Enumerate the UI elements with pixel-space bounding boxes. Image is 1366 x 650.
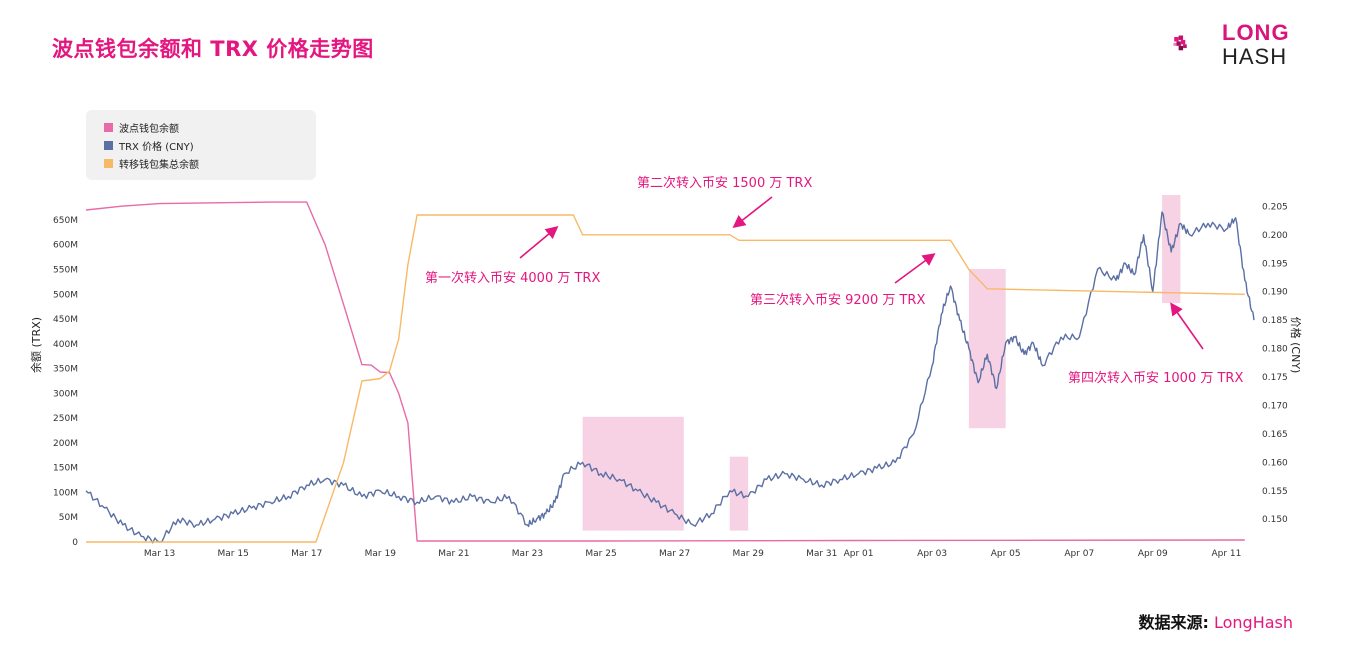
- y-right-tick-label: 0.155: [1262, 487, 1288, 497]
- x-tick-label: Mar 13: [144, 549, 175, 559]
- y-axis-right-label: 价格 (CNY): [1289, 316, 1302, 374]
- y-left-tick-label: 50M: [59, 513, 78, 523]
- series-line-price: [85, 211, 1255, 544]
- y-right-tick-label: 0.175: [1262, 373, 1288, 383]
- x-tick-label: Apr 09: [1138, 549, 1168, 559]
- longhash-cube-icon: [1173, 35, 1187, 51]
- annotation-label-4: 第四次转入币安 1000 万 TRX: [1068, 370, 1243, 386]
- logo-text-hash: HASH: [1222, 44, 1288, 69]
- legend-swatch-wallet: [104, 123, 113, 132]
- x-tick-label: Mar 17: [291, 549, 322, 559]
- highlight-box-3: [1162, 195, 1181, 304]
- x-tick-label: Mar 15: [218, 549, 249, 559]
- annotation-arrow-1: [519, 225, 559, 259]
- y-right-tick-label: 0.205: [1262, 202, 1288, 212]
- chart-title: 波点钱包余额和 TRX 价格走势图: [52, 37, 374, 61]
- y-right-tick-label: 0.200: [1262, 231, 1288, 241]
- x-tick-label: Mar 27: [659, 549, 690, 559]
- x-tick-label: Apr 07: [1064, 549, 1094, 559]
- y-left-tick-label: 550M: [53, 266, 78, 276]
- chart-legend: 波点钱包余额 TRX 价格 (CNY) 转移钱包集总余额: [86, 110, 316, 180]
- legend-item-price: TRX 价格 (CNY): [104, 138, 194, 153]
- x-tick-label: Mar 31: [806, 549, 837, 559]
- legend-label-wallet: 波点钱包余额: [119, 124, 179, 135]
- data-source: 数据来源: LongHash: [1138, 609, 1293, 633]
- legend-item-transfer: 转移钱包集总余额: [104, 156, 199, 171]
- y-left-tick-label: 500M: [53, 290, 78, 300]
- legend-swatch-price: [104, 141, 113, 150]
- y-left-tick-label: 600M: [53, 241, 78, 251]
- y-right-tick-label: 0.165: [1262, 430, 1288, 440]
- y-axis-left-label: 余额 (TRX): [30, 317, 43, 373]
- y-left-tick-label: 350M: [53, 365, 78, 375]
- y-right-tick-label: 0.180: [1262, 345, 1288, 355]
- y-right-tick-label: 0.150: [1262, 515, 1288, 525]
- y-right-tick-label: 0.185: [1262, 316, 1288, 326]
- annotation-label-1: 第一次转入币安 4000 万 TRX: [425, 270, 600, 286]
- source-label: 数据来源:: [1138, 613, 1209, 632]
- x-tick-label: Mar 19: [365, 549, 397, 559]
- annotation-arrow-4: [1170, 302, 1204, 350]
- legend-label-transfer: 转移钱包集总余额: [119, 160, 199, 171]
- y-right-tick-label: 0.170: [1262, 401, 1288, 411]
- x-tick-label: Apr 01: [844, 549, 874, 559]
- annotation-arrow-2: [732, 196, 773, 228]
- y-left-tick-label: 650M: [53, 216, 78, 226]
- y-right-tick-label: 0.160: [1262, 458, 1288, 468]
- annotation-arrow-3: [894, 253, 936, 284]
- y-left-tick-label: 450M: [53, 315, 78, 325]
- y-left-tick-label: 200M: [53, 439, 78, 449]
- x-tick-label: Apr 11: [1211, 549, 1241, 559]
- annotation-label-3: 第三次转入币安 9200 万 TRX: [750, 292, 925, 308]
- y-left-tick-label: 300M: [53, 389, 78, 399]
- x-tick-label: Mar 21: [438, 549, 469, 559]
- y-left-tick-label: 150M: [53, 464, 78, 474]
- y-left-tick-label: 400M: [53, 340, 78, 350]
- y-left-tick-label: 250M: [53, 414, 78, 424]
- y-right-tick-label: 0.190: [1262, 288, 1288, 298]
- legend-swatch-transfer: [104, 159, 113, 168]
- y-left-tick-label: 0: [72, 538, 78, 548]
- x-tick-label: Mar 23: [512, 549, 543, 559]
- legend-item-wallet: 波点钱包余额: [104, 120, 179, 135]
- logo-cube-shape: [1173, 35, 1187, 51]
- logo-text-long: LONG: [1222, 20, 1290, 45]
- x-tick-label: Apr 03: [917, 549, 947, 559]
- y-right-tick-label: 0.195: [1262, 259, 1288, 269]
- x-tick-label: Apr 05: [991, 549, 1021, 559]
- series-line-transfer: [86, 214, 1245, 543]
- series-line-wallet: [85, 201, 1245, 542]
- highlight-box-2: [968, 268, 1006, 429]
- x-tick-label: Mar 25: [585, 549, 616, 559]
- legend-label-price: TRX 价格 (CNY): [119, 142, 194, 153]
- annotation-label-2: 第二次转入币安 1500 万 TRX: [637, 175, 812, 191]
- x-tick-label: Mar 29: [733, 549, 765, 559]
- highlight-box-0: [582, 416, 684, 531]
- source-value: LongHash: [1213, 613, 1293, 632]
- y-left-tick-label: 100M: [53, 488, 78, 498]
- highlight-box-1: [729, 456, 749, 531]
